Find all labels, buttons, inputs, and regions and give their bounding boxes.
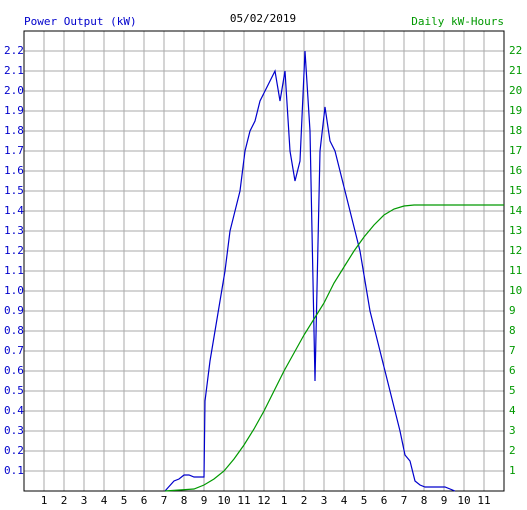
y-tick-label: 2.1 bbox=[4, 64, 24, 77]
chart-title: 05/02/2019 bbox=[230, 12, 296, 25]
x-tick-label: 10 bbox=[457, 494, 470, 507]
y-tick-label: 0.7 bbox=[4, 344, 24, 357]
y2-axis-label: Daily kW-Hours bbox=[411, 15, 504, 28]
y2-tick-label: 17 bbox=[509, 144, 522, 157]
x-tick-label: 3 bbox=[321, 494, 328, 507]
x-tick-label: 6 bbox=[141, 494, 148, 507]
y-tick-label: 1.0 bbox=[4, 284, 24, 297]
y2-tick-label: 18 bbox=[509, 124, 522, 137]
y-tick-label: 2.0 bbox=[4, 84, 24, 97]
y2-tick-label: 11 bbox=[509, 264, 522, 277]
y-tick-label: 0.9 bbox=[4, 304, 24, 317]
y2-tick-label: 19 bbox=[509, 104, 522, 117]
y-tick-label: 1.6 bbox=[4, 164, 24, 177]
y-tick-label: 0.3 bbox=[4, 424, 24, 437]
x-tick-label: 5 bbox=[361, 494, 368, 507]
y-tick-label: 0.8 bbox=[4, 324, 24, 337]
x-tick-label: 4 bbox=[101, 494, 108, 507]
y-tick-label: 1.7 bbox=[4, 144, 24, 157]
y-tick-label: 0.4 bbox=[4, 404, 24, 417]
y2-tick-label: 4 bbox=[509, 404, 516, 417]
y-tick-label: 0.6 bbox=[4, 364, 24, 377]
y2-tick-label: 7 bbox=[509, 344, 516, 357]
x-tick-label: 2 bbox=[61, 494, 68, 507]
x-tick-label: 8 bbox=[181, 494, 188, 507]
y-tick-label: 1.5 bbox=[4, 184, 24, 197]
y2-tick-label: 16 bbox=[509, 164, 522, 177]
y2-tick-label: 22 bbox=[509, 44, 522, 57]
x-tick-label: 1 bbox=[41, 494, 48, 507]
y-tick-label: 1.3 bbox=[4, 224, 24, 237]
x-tick-label: 1 bbox=[281, 494, 288, 507]
y2-tick-label: 12 bbox=[509, 244, 522, 257]
y-tick-label: 1.4 bbox=[4, 204, 24, 217]
x-tick-label: 3 bbox=[81, 494, 88, 507]
y2-tick-label: 8 bbox=[509, 324, 516, 337]
y-tick-label: 2.2 bbox=[4, 44, 24, 57]
y-tick-label: 1.1 bbox=[4, 264, 24, 277]
x-tick-label: 2 bbox=[301, 494, 308, 507]
y2-tick-label: 5 bbox=[509, 384, 516, 397]
x-tick-label: 7 bbox=[401, 494, 408, 507]
x-tick-label: 10 bbox=[217, 494, 230, 507]
y2-tick-label: 14 bbox=[509, 204, 523, 217]
x-tick-label: 12 bbox=[257, 494, 270, 507]
series-line bbox=[164, 50, 456, 492]
y2-tick-label: 20 bbox=[509, 84, 522, 97]
y-tick-label: 0.2 bbox=[4, 444, 24, 457]
y2-tick-label: 3 bbox=[509, 424, 516, 437]
y-tick-label: 1.2 bbox=[4, 244, 24, 257]
x-tick-label: 8 bbox=[421, 494, 428, 507]
y2-tick-label: 15 bbox=[509, 184, 522, 197]
plot-border bbox=[23, 30, 505, 492]
x-tick-label: 11 bbox=[237, 494, 250, 507]
x-tick-label: 7 bbox=[161, 494, 168, 507]
y-tick-label: 1.8 bbox=[4, 124, 24, 137]
y2-tick-label: 13 bbox=[509, 224, 522, 237]
x-tick-label: 6 bbox=[381, 494, 388, 507]
y2-tick-label: 1 bbox=[509, 464, 516, 477]
x-tick-label: 9 bbox=[441, 494, 448, 507]
y-tick-label: 0.1 bbox=[4, 464, 24, 477]
y-axis-label: Power Output (kW) bbox=[24, 15, 137, 28]
x-tick-label: 9 bbox=[201, 494, 208, 507]
y-tick-label: 1.9 bbox=[4, 104, 24, 117]
x-tick-label: 5 bbox=[121, 494, 128, 507]
x-tick-label: 11 bbox=[477, 494, 490, 507]
y-tick-label: 0.5 bbox=[4, 384, 24, 397]
series-line bbox=[164, 204, 504, 492]
y2-tick-label: 21 bbox=[509, 64, 522, 77]
x-tick-label: 4 bbox=[341, 494, 348, 507]
y2-tick-label: 6 bbox=[509, 364, 516, 377]
y2-tick-label: 2 bbox=[509, 444, 516, 457]
y2-tick-label: 9 bbox=[509, 304, 516, 317]
y2-tick-label: 10 bbox=[509, 284, 522, 297]
